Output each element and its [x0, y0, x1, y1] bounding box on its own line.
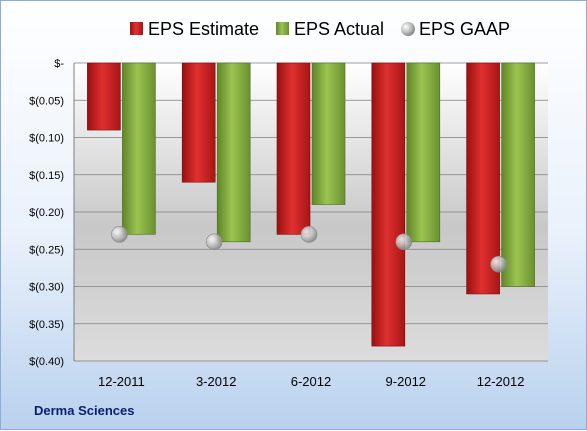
legend-swatch-estimate — [130, 22, 143, 35]
legend: EPS Estimate EPS Actual EPS GAAP — [130, 19, 510, 39]
legend-swatch-actual — [276, 22, 289, 35]
y-tick-label: $(0.15) — [29, 170, 64, 182]
legend-label-estimate: EPS Estimate — [148, 19, 259, 39]
bar-estimate-6-2012 — [276, 62, 311, 235]
legend-label-actual: EPS Actual — [294, 19, 384, 39]
y-axis-ticks: $- $(0.05) $(0.10) $(0.15) $(0.20) $(0.25) $(0… — [29, 58, 64, 368]
x-category-label: 12-2011 — [98, 374, 145, 389]
y-tick-label: $(0.20) — [29, 207, 64, 219]
marker-gaap-12-2011 — [111, 226, 128, 243]
bars — [87, 62, 535, 347]
x-axis-categories: 12-2011 3-2012 6-2012 9-2012 12-2012 — [98, 374, 524, 389]
bar-estimate-3-2012 — [181, 62, 216, 183]
y-tick-label: $(0.40) — [29, 356, 64, 368]
bar-actual-3-2012 — [216, 62, 251, 243]
y-tick-label: $(0.05) — [29, 95, 64, 107]
gaap-markers — [111, 226, 507, 273]
y-tick-label: $- — [54, 58, 64, 70]
y-tick-label: $(0.10) — [29, 133, 64, 145]
legend-swatch-gaap — [401, 22, 415, 36]
x-category-label: 3-2012 — [196, 374, 236, 389]
marker-gaap-9-2012 — [395, 233, 413, 251]
bar-actual-12-2012 — [501, 62, 535, 287]
marker-gaap-3-2012 — [205, 233, 223, 251]
y-tick-label: $(0.35) — [29, 319, 64, 331]
y-tick-label: $(0.30) — [29, 282, 64, 294]
bar-actual-9-2012 — [406, 62, 441, 243]
x-category-label: 6-2012 — [291, 374, 331, 389]
legend-label-gaap: EPS GAAP — [419, 19, 510, 39]
marker-gaap-12-2012 — [490, 255, 507, 273]
bar-estimate-9-2012 — [371, 62, 406, 347]
x-category-label: 9-2012 — [386, 374, 426, 389]
bar-estimate-12-2012 — [466, 62, 500, 295]
bar-actual-6-2012 — [311, 62, 346, 205]
bar-actual-12-2011 — [122, 62, 156, 235]
y-tick-label: $(0.25) — [29, 244, 64, 256]
company-name: Derma Sciences — [34, 403, 135, 418]
marker-gaap-6-2012 — [300, 226, 318, 243]
x-category-label: 12-2012 — [477, 374, 525, 389]
bar-estimate-12-2011 — [87, 62, 121, 131]
